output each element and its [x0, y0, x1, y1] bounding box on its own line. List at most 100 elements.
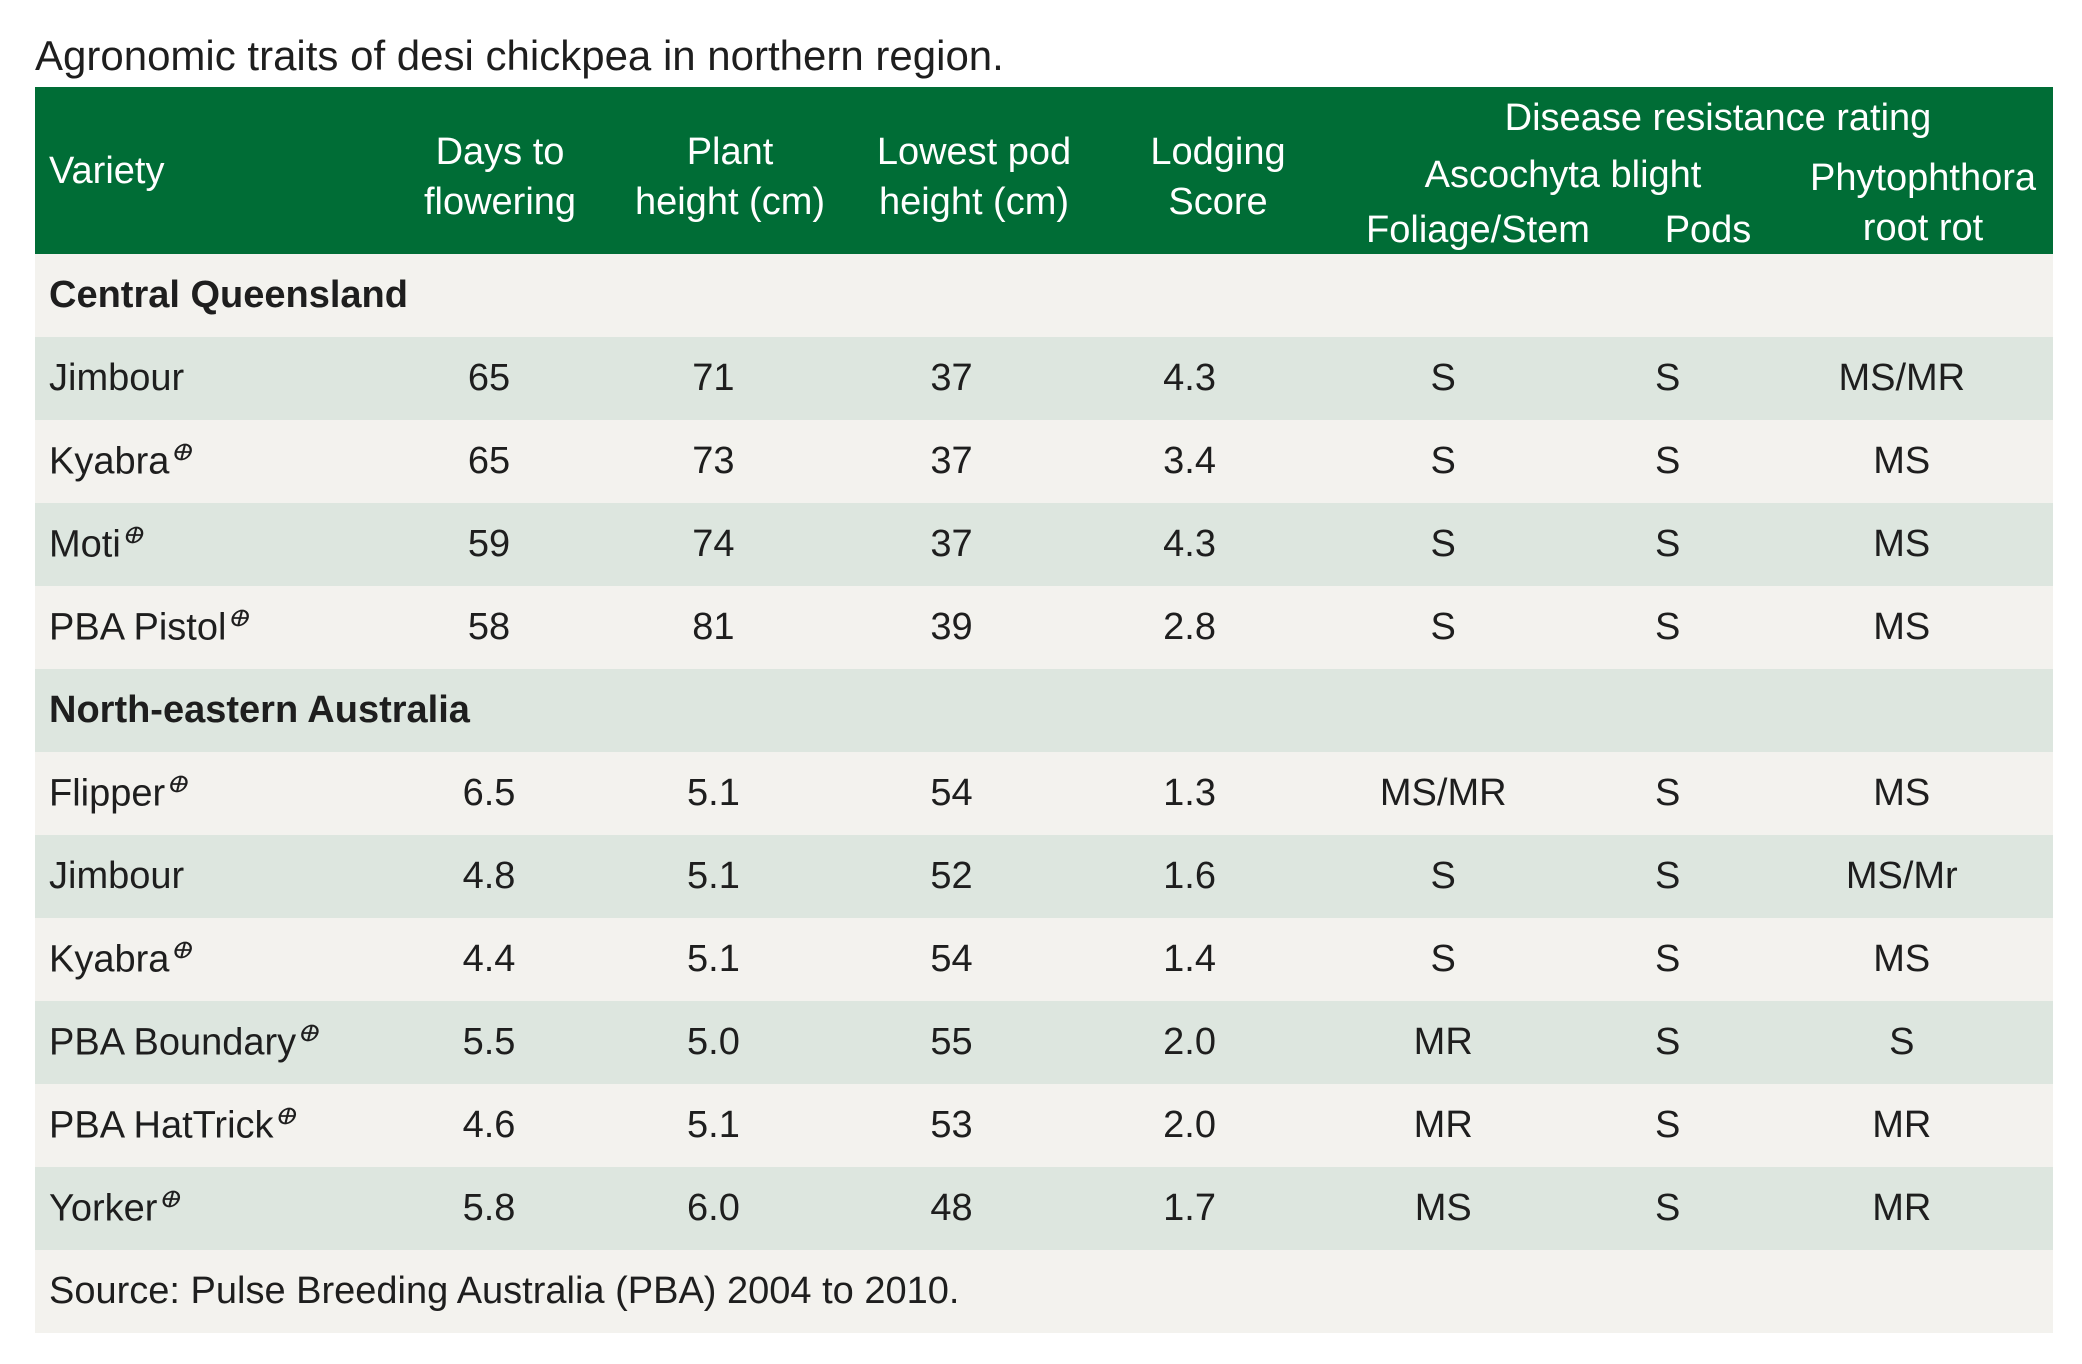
cell-phytophthora: MS: [1873, 523, 1931, 565]
pbr-symbol-icon: ⴲ: [122, 522, 143, 548]
cell-days-to-flowering: 65: [467, 357, 511, 399]
pbr-symbol-icon: ⴲ: [275, 1103, 296, 1129]
cell-variety: Kyabraⴲ: [49, 937, 191, 981]
cell-foliage-stem: MR: [1413, 1021, 1473, 1063]
cell-foliage-stem: S: [1430, 938, 1456, 980]
cell-pods: S: [1654, 606, 1681, 648]
table-row: Jimbour 65 71 37 4.3 S S MS/MR: [35, 337, 2053, 420]
cell-lowest-pod-height: 48: [930, 1187, 973, 1229]
cell-lowest-pod-height: 55: [930, 1021, 973, 1063]
cell-lowest-pod-height: 54: [930, 772, 973, 814]
cell-lodging-score: 3.4: [1163, 440, 1216, 482]
header-phytophthora: Phytophthora root rot: [1809, 157, 2037, 249]
cell-pods: S: [1654, 772, 1681, 814]
table-body: Central Queensland Jimbour 65 71 37 4.3 S S MS/M…: [35, 254, 2053, 1250]
cell-phytophthora: MS/MR: [1838, 357, 1966, 399]
header-foliage-stem: Foliage/Stem: [1366, 209, 1590, 251]
header-lowest-pod-height: Lowest pod height (cm): [876, 131, 1072, 223]
header-disease-resistance: Disease resistance rating: [1504, 97, 1932, 139]
cell-phytophthora: MR: [1872, 1187, 1932, 1229]
cell-days-to-flowering: 65: [467, 440, 511, 482]
cell-days-to-flowering: 6.5: [462, 772, 516, 814]
cell-lowest-pod-height: 39: [930, 606, 973, 648]
cell-variety: Jimbour: [49, 855, 185, 897]
cell-phytophthora: MR: [1872, 1104, 1932, 1146]
cell-pods: S: [1654, 523, 1681, 565]
cell-lodging-score: 2.8: [1163, 606, 1216, 648]
header-plant-height: Plant height (cm): [634, 131, 826, 223]
cell-foliage-stem: MR: [1413, 1104, 1473, 1146]
table-row: Motiⴲ 59 74 37 4.3 S S MS: [35, 503, 2053, 586]
header-lodging-score: Lodging Score: [1150, 131, 1286, 223]
cell-lowest-pod-height: 37: [930, 357, 973, 399]
cell-plant-height: 73: [692, 440, 735, 482]
cell-lodging-score: 1.7: [1163, 1187, 1216, 1229]
section-heading: North-eastern Australia: [49, 689, 470, 731]
cell-phytophthora: MS/Mr: [1845, 855, 1958, 897]
cell-days-to-flowering: 4.4: [462, 938, 516, 980]
source-row: Source: Pulse Breeding Australia (PBA) 2…: [35, 1250, 2053, 1333]
cell-days-to-flowering: 5.8: [462, 1187, 516, 1229]
cell-plant-height: 5.1: [687, 1104, 740, 1146]
cell-plant-height: 5.0: [687, 1021, 740, 1063]
header-pods: Pods: [1664, 209, 1752, 251]
cell-variety: Motiⴲ: [49, 522, 143, 566]
cell-variety: PBA Boundaryⴲ: [49, 1020, 318, 1064]
cell-foliage-stem: S: [1430, 357, 1456, 399]
cell-pods: S: [1654, 440, 1681, 482]
cell-days-to-flowering: 5.5: [462, 1021, 516, 1063]
section-row: Central Queensland: [35, 254, 2053, 337]
cell-phytophthora: MS: [1873, 440, 1931, 482]
table-row: PBA Pistolⴲ 58 81 39 2.8 S S MS: [35, 586, 2053, 669]
cell-lodging-score: 1.6: [1163, 855, 1216, 897]
cell-pods: S: [1654, 855, 1681, 897]
cell-variety: Yorkerⴲ: [49, 1186, 179, 1230]
cell-plant-height: 5.1: [687, 938, 740, 980]
cell-plant-height: 74: [692, 523, 735, 565]
header-ascochyta-blight: Ascochyta blight: [1424, 154, 1702, 196]
cell-lodging-score: 2.0: [1163, 1104, 1216, 1146]
source-note: Source: Pulse Breeding Australia (PBA) 2…: [49, 1270, 960, 1312]
cell-pods: S: [1654, 1187, 1681, 1229]
cell-variety: Flipperⴲ: [49, 771, 187, 815]
table-title: Agronomic traits of desi chickpea in nor…: [35, 32, 1004, 79]
cell-plant-height: 6.0: [687, 1187, 740, 1229]
cell-variety: Kyabraⴲ: [49, 439, 191, 483]
cell-foliage-stem: S: [1430, 440, 1456, 482]
cell-pods: S: [1654, 357, 1681, 399]
cell-lowest-pod-height: 54: [930, 938, 973, 980]
header-variety: Variety: [49, 150, 165, 192]
cell-foliage-stem: MS: [1414, 1187, 1472, 1229]
section-row: North-eastern Australia: [35, 669, 2053, 752]
header-days-to-flowering: Days to flowering: [423, 131, 577, 223]
pbr-symbol-icon: ⴲ: [171, 439, 191, 465]
cell-plant-height: 5.1: [687, 855, 740, 897]
cell-foliage-stem: MS/MR: [1379, 772, 1507, 814]
cell-lodging-score: 4.3: [1163, 523, 1216, 565]
cell-lodging-score: 1.3: [1163, 772, 1216, 814]
cell-days-to-flowering: 4.8: [462, 855, 516, 897]
cell-foliage-stem: S: [1430, 606, 1456, 648]
table-row: Kyabraⴲ 65 73 37 3.4 S S MS: [35, 420, 2053, 503]
section-heading: Central Queensland: [49, 274, 408, 316]
cell-phytophthora: MS: [1873, 772, 1931, 814]
cell-plant-height: 5.1: [687, 772, 740, 814]
cell-plant-height: 71: [692, 357, 735, 399]
cell-variety: Jimbour: [49, 357, 185, 399]
cell-variety: PBA HatTrickⴲ: [49, 1103, 296, 1147]
cell-foliage-stem: S: [1430, 523, 1456, 565]
cell-lodging-score: 2.0: [1163, 1021, 1216, 1063]
cell-foliage-stem: S: [1430, 855, 1456, 897]
cell-lodging-score: 4.3: [1163, 357, 1216, 399]
table-row: Jimbour 4.8 5.1 52 1.6 S S MS/Mr: [35, 835, 2053, 918]
pbr-symbol-icon: ⴲ: [298, 1020, 318, 1046]
cell-lodging-score: 1.4: [1163, 938, 1216, 980]
cell-phytophthora: S: [1889, 1021, 1915, 1063]
cell-pods: S: [1654, 1104, 1681, 1146]
pbr-symbol-icon: ⴲ: [171, 937, 191, 963]
cell-lowest-pod-height: 52: [930, 855, 973, 897]
cell-lowest-pod-height: 37: [930, 523, 973, 565]
cell-plant-height: 81: [692, 606, 735, 648]
table-row: Yorkerⴲ 5.8 6.0 48 1.7 MS S MR: [35, 1167, 2053, 1250]
cell-lowest-pod-height: 37: [930, 440, 973, 482]
